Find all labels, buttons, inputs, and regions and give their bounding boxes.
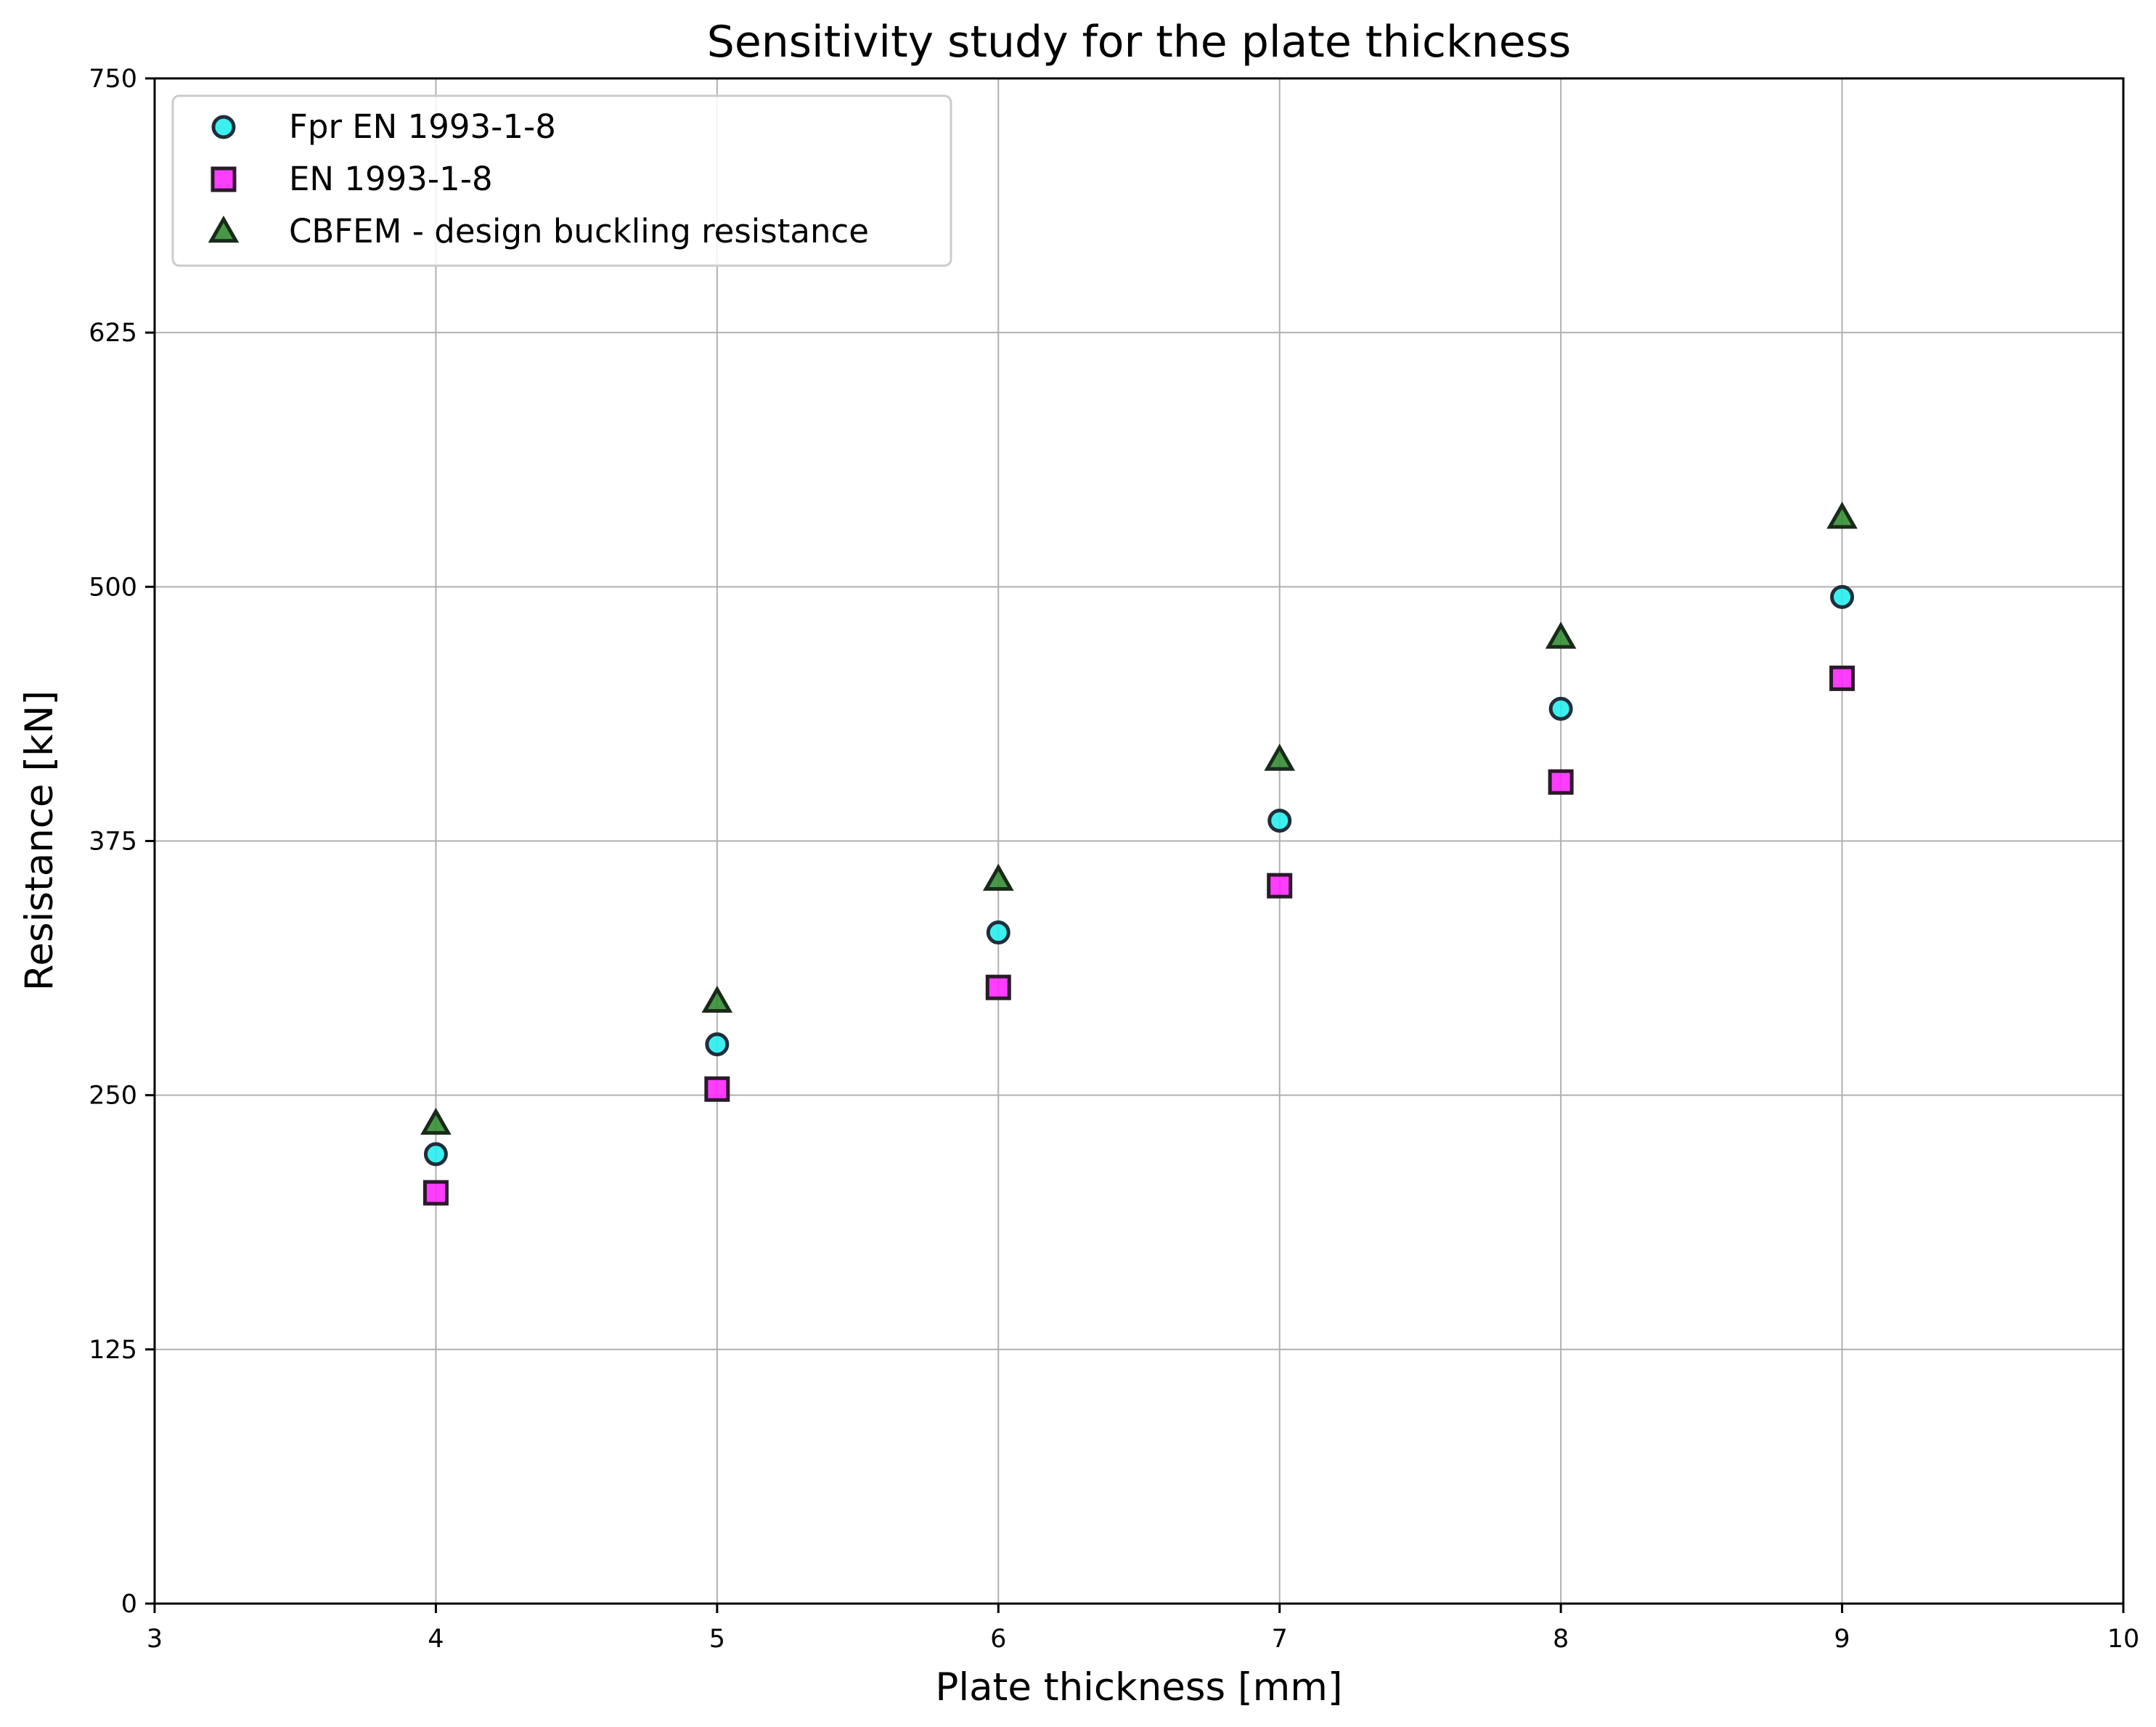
y-tick-label: 0 <box>121 1590 137 1619</box>
y-tick-label: 625 <box>89 319 137 348</box>
series-2 <box>420 502 1858 1135</box>
triangle-point <box>1545 621 1577 649</box>
y-axis-ticks: 0 125 250 375 500 625 750 <box>89 65 155 1619</box>
x-axis-ticks: 3 4 5 6 7 8 9 10 <box>147 1604 2139 1654</box>
square-point <box>422 1180 449 1206</box>
x-tick-label: 5 <box>709 1625 725 1654</box>
y-tick-label: 750 <box>89 65 137 94</box>
legend-box <box>171 94 952 267</box>
legend-marker-circle <box>211 115 236 139</box>
legend-marker-triangle <box>208 215 240 243</box>
circle-point <box>423 1142 448 1167</box>
square-point <box>1829 665 1855 691</box>
legend-marker-square <box>211 166 237 192</box>
data-marks <box>420 502 1858 1206</box>
circle-point <box>705 1032 730 1057</box>
circle-point <box>986 920 1010 945</box>
x-tick-label: 9 <box>1834 1625 1850 1654</box>
circle-point <box>1830 584 1855 609</box>
legend-label-fpr: Fpr EN 1993-1-8 <box>289 107 556 146</box>
legend-label-cbfem: CBFEM - design buckling resistance <box>289 212 869 250</box>
circle-point <box>1267 808 1292 833</box>
x-tick-label: 10 <box>2107 1625 2140 1654</box>
legend-label-en: EN 1993-1-8 <box>289 160 493 198</box>
triangle-point <box>982 863 1014 891</box>
square-point <box>1548 769 1574 795</box>
triangle-point <box>701 985 733 1013</box>
x-axis-label: Plate thickness [mm] <box>935 1665 1342 1710</box>
legend: Fpr EN 1993-1-8 EN 1993-1-8 CBFEM - desi… <box>171 94 952 267</box>
y-tick-label: 125 <box>89 1336 137 1365</box>
circle-point <box>1548 696 1573 721</box>
triangle-point <box>1264 743 1296 771</box>
y-tick-label: 375 <box>89 828 137 857</box>
triangle-point <box>1826 502 1858 529</box>
x-tick-label: 7 <box>1272 1625 1288 1654</box>
square-point <box>1267 873 1293 899</box>
x-tick-label: 4 <box>428 1625 444 1654</box>
x-tick-label: 6 <box>990 1625 1006 1654</box>
grid-lines <box>155 78 2123 1604</box>
square-point <box>985 974 1011 1000</box>
series-1 <box>422 665 1855 1206</box>
triangle-point <box>420 1107 452 1135</box>
y-tick-label: 250 <box>89 1082 137 1111</box>
chart-title: Sensitivity study for the plate thicknes… <box>707 17 1571 68</box>
legend-items <box>208 115 240 243</box>
series-0 <box>423 584 1855 1167</box>
x-tick-label: 8 <box>1553 1625 1569 1654</box>
x-tick-label: 3 <box>147 1625 163 1654</box>
y-axis-label: Resistance [kN] <box>17 690 62 991</box>
y-tick-label: 500 <box>89 573 137 602</box>
square-point <box>704 1076 730 1102</box>
